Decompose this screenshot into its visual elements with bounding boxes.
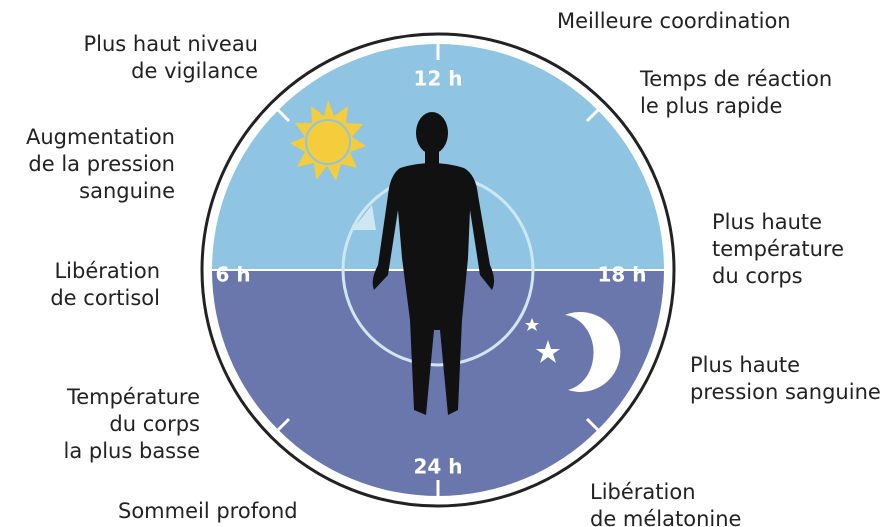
annotation: de vigilance (131, 59, 258, 83)
hour-label: 24 h (413, 455, 462, 479)
annotation: de cortisol (50, 286, 160, 310)
annotation: Temps de réaction (639, 67, 832, 91)
annotation: pression sanguine (690, 380, 881, 404)
hour-label: 18 h (597, 263, 646, 287)
annotation: Plus haute (690, 353, 800, 377)
annotation: Meilleure coordination (557, 9, 791, 33)
hour-label: 12 h (413, 67, 462, 91)
annotation: Augmentation (26, 125, 175, 149)
annotation: de mélatonine (590, 507, 741, 527)
annotation: du corps (712, 264, 803, 288)
diagram: 12 h 6 h 18 h 24 h Plus haut niveau de vigila… (0, 0, 896, 527)
annotation: Plus haut niveau (84, 32, 259, 56)
annotation: Sommeil profond (118, 499, 298, 523)
annotation: Température (66, 385, 200, 409)
annotation: sanguine (79, 179, 175, 203)
annotation: Libération (54, 259, 160, 283)
annotation: Plus haute (712, 210, 822, 234)
annotation: de la pression (28, 152, 175, 176)
annotation: le plus rapide (640, 94, 782, 118)
annotation: la plus basse (64, 439, 200, 463)
hour-label: 6 h (215, 263, 250, 287)
page: {"hours": ["12 h", "6 h", "18 h", "24 h"… (0, 0, 896, 527)
annotation: Libération (590, 480, 696, 504)
annotation: température (712, 237, 844, 261)
annotation: du corps (109, 412, 200, 436)
